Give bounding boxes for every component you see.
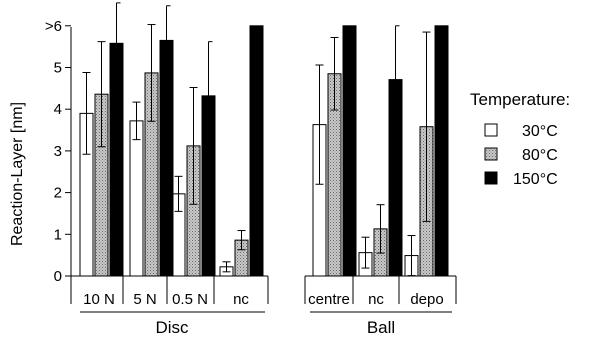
x-tick-label: nc — [233, 291, 249, 308]
y-tick-label: 3 — [54, 143, 62, 160]
x-tick-label: depo — [410, 291, 443, 308]
bar — [201, 95, 216, 277]
y-tick-label: 0 — [54, 268, 62, 285]
y-tick-label: 4 — [54, 101, 62, 118]
plot-area: 0 1 2 3 4 5 >6 10 N 5 N 0.5 N nc centre nc depo Disc Ba… — [45, 2, 457, 337]
legend-label-150c: 150°C — [513, 171, 558, 188]
legend-swatch-150c — [484, 171, 498, 185]
bar — [434, 25, 449, 277]
x-tick-label: centre — [308, 291, 350, 308]
x-tick-label: 5 N — [133, 291, 156, 308]
bar — [109, 42, 124, 277]
legend-swatch-80c — [484, 147, 498, 161]
y-tick-label: 1 — [54, 226, 62, 243]
group-label-disc: Disc — [155, 318, 189, 337]
bar — [388, 79, 403, 277]
y-axis-label: Reaction-Layer [nm] — [9, 102, 26, 246]
legend-title: Temperature: — [470, 90, 570, 109]
x-tick-label: 0.5 N — [172, 291, 208, 308]
bar — [249, 25, 264, 277]
x-tick-label: 10 N — [83, 291, 115, 308]
legend-swatch-30c — [484, 123, 498, 137]
x-tick-label: nc — [368, 291, 384, 308]
group-label-ball: Ball — [367, 318, 395, 337]
y-tick-label: 2 — [54, 185, 62, 202]
legend-label-30c: 30°C — [522, 123, 558, 140]
bar — [159, 39, 174, 277]
y-tick-label: 5 — [54, 60, 62, 77]
y-tick-label: >6 — [45, 18, 62, 35]
bar — [129, 120, 144, 277]
legend-label-80c: 80°C — [522, 147, 558, 164]
bar — [342, 25, 357, 277]
legend: Temperature: 30°C 80°C 150°C — [470, 90, 570, 188]
